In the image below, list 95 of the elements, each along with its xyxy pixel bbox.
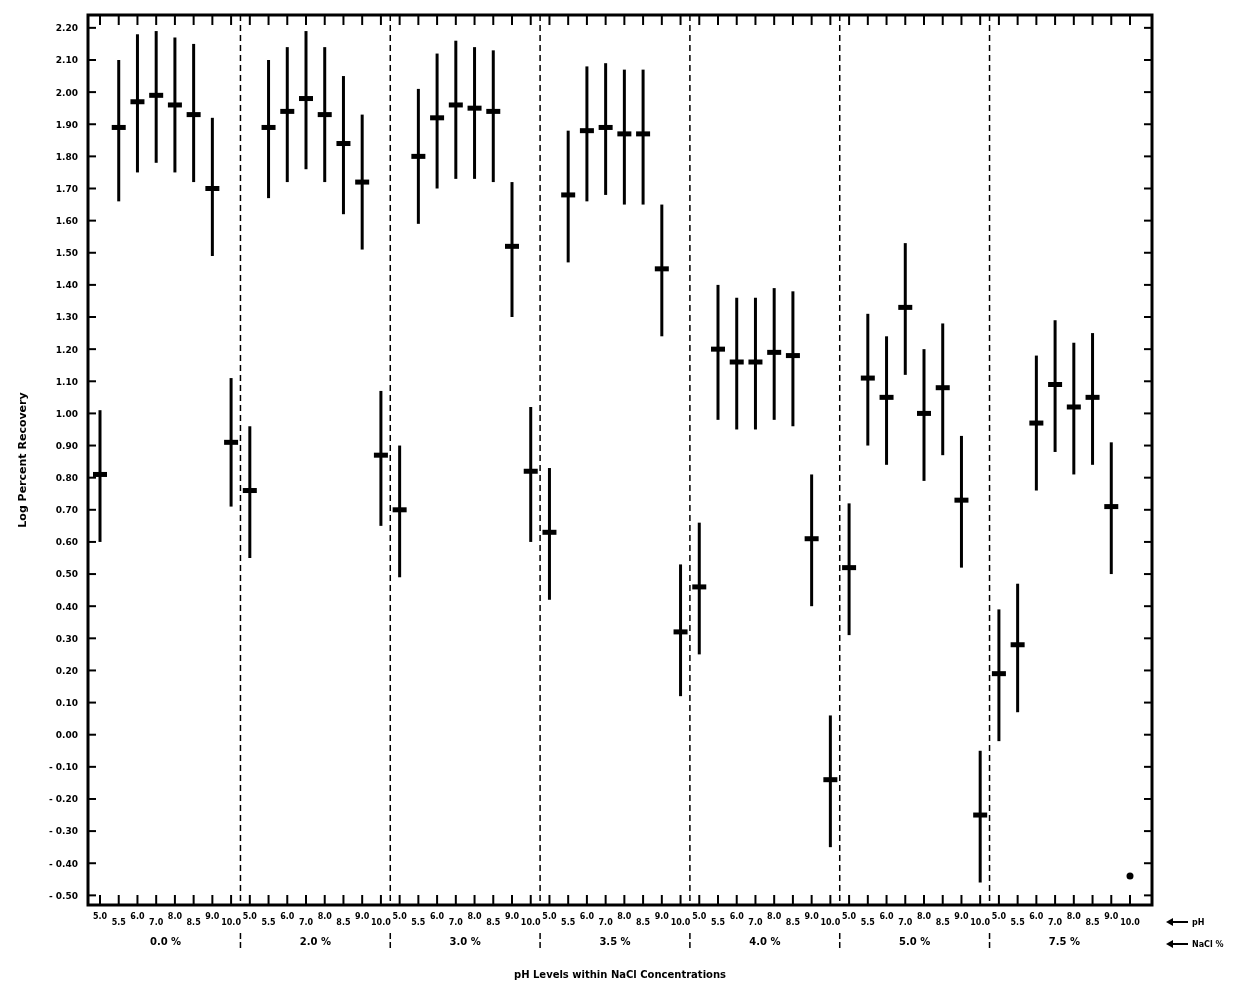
x-tick-label: 5.0	[92, 912, 108, 921]
x-tick-label: 8.5	[336, 918, 351, 927]
x-tick-label: 9.0	[804, 912, 820, 921]
x-tick-label: 8.0	[167, 912, 183, 921]
x-tick-label: 9.0	[1104, 912, 1119, 921]
y-tick-label: 1.00	[55, 408, 78, 419]
x-tick-label: 6.0	[729, 912, 745, 921]
x-tick-label: 5.0	[842, 912, 857, 921]
text: pH	[1192, 918, 1205, 927]
y-tick-label: - 0.30	[48, 826, 78, 837]
x-tick-label: 6.0	[130, 912, 145, 921]
x-tick-label: 7.0	[298, 918, 314, 927]
x-tick-label: 9.0	[504, 912, 520, 921]
y-tick-label: 1.90	[55, 119, 78, 130]
x-tick-label: 5.5	[411, 918, 426, 927]
x-tick-label: 9.0	[654, 912, 670, 921]
x-tick-label: 5.5	[1010, 918, 1026, 927]
x-tick-label: 8.0	[916, 912, 932, 921]
x-tick-label: 9.0	[205, 912, 220, 921]
text: 7.5 %	[1048, 936, 1081, 947]
y-tick-label: - 0.20	[48, 794, 78, 805]
y-tick-label: 2.20	[55, 23, 78, 34]
y-axis-title: Log Percent Recovery	[16, 392, 29, 528]
x-tick-label: 10.0	[1120, 918, 1141, 927]
text: 3.0 %	[449, 936, 481, 947]
x-tick-label: 7.0	[898, 918, 913, 927]
text: 2.0 %	[299, 936, 331, 947]
y-tick-label: - 0.40	[48, 858, 78, 869]
text: 4.0 %	[749, 936, 781, 947]
x-tick-label: 7.0	[448, 918, 464, 927]
x-tick-label: 5.0	[542, 912, 557, 921]
y-tick-label: 0.00	[55, 730, 78, 741]
x-tick-label: 10.0	[520, 918, 542, 927]
x-tick-label: 7.0	[598, 918, 614, 927]
x-tick-label: 10.0	[221, 918, 242, 927]
x-tick-label: 9.0	[355, 912, 370, 921]
y-tick-label: 1.30	[55, 312, 78, 323]
x-tick-label: 8.0	[617, 912, 632, 921]
x-tick-label: 8.0	[767, 912, 782, 921]
x-tick-label: 8.5	[935, 918, 951, 927]
y-tick-label: 1.70	[55, 183, 78, 194]
x-axis-title: pH Levels within NaCl Concentrations	[513, 969, 727, 980]
y-tick-label: 0.50	[55, 569, 78, 580]
x-tick-label: 5.5	[111, 918, 127, 927]
x-tick-label: 5.5	[561, 918, 576, 927]
x-tick-label: 7.0	[748, 918, 763, 927]
y-tick-label: - 0.10	[48, 762, 78, 773]
x-tick-label: 9.0	[954, 912, 969, 921]
y-tick-label: 1.20	[55, 344, 78, 355]
y-tick-label: 0.90	[55, 440, 78, 451]
x-tick-label: 6.0	[430, 912, 445, 921]
text: 0.0 %	[149, 936, 182, 947]
x-tick-label: 7.0	[149, 918, 164, 927]
y-tick-label: 1.50	[55, 248, 78, 259]
x-tick-label: 7.0	[1048, 918, 1063, 927]
x-tick-label: 6.0	[280, 912, 295, 921]
x-tick-label: 5.0	[242, 912, 258, 921]
x-tick-label: 8.0	[317, 912, 333, 921]
y-tick-label: 2.10	[55, 55, 78, 66]
y-tick-label: 1.40	[55, 280, 78, 291]
y-tick-label: 0.10	[55, 697, 78, 708]
y-tick-label: 0.70	[55, 505, 78, 516]
y-tick-label: 1.10	[55, 376, 78, 387]
x-tick-label: 5.5	[860, 918, 876, 927]
x-tick-label: 8.5	[1085, 918, 1101, 927]
y-tick-label: 0.80	[55, 473, 78, 484]
y-tick-label: 0.20	[55, 665, 78, 676]
x-tick-label: 5.5	[710, 918, 726, 927]
y-tick-label: 1.60	[55, 216, 78, 227]
x-tick-label: 10.0	[970, 918, 991, 927]
x-tick-label: 5.0	[392, 912, 408, 921]
y-tick-label: - 0.50	[48, 890, 78, 901]
x-tick-label: 6.0	[879, 912, 895, 921]
x-tick-label: 8.5	[486, 918, 501, 927]
x-tick-label: 8.5	[186, 918, 202, 927]
y-tick-label: 0.60	[55, 537, 78, 548]
x-tick-label: 5.0	[991, 912, 1007, 921]
x-tick-label: 8.0	[1066, 912, 1082, 921]
x-tick-label: 10.0	[670, 918, 691, 927]
y-tick-label: 1.80	[55, 151, 78, 162]
text: 3.5 %	[599, 936, 631, 947]
x-tick-label: 10.0	[371, 918, 392, 927]
text: 5.0 %	[899, 936, 931, 947]
x-tick-label: 5.0	[692, 912, 707, 921]
x-tick-label: 6.0	[1029, 912, 1044, 921]
y-tick-label: 0.30	[55, 633, 78, 644]
x-tick-label: 8.0	[467, 912, 483, 921]
text: NaCl %	[1192, 940, 1224, 949]
y-tick-label: 2.00	[55, 87, 78, 98]
x-tick-label: 5.5	[261, 918, 277, 927]
x-tick-label: 6.0	[579, 912, 595, 921]
y-tick-label: 0.40	[55, 601, 78, 612]
x-tick-label: 10.0	[820, 918, 841, 927]
x-tick-label: 8.5	[636, 918, 651, 927]
x-tick-label: 8.5	[785, 918, 801, 927]
